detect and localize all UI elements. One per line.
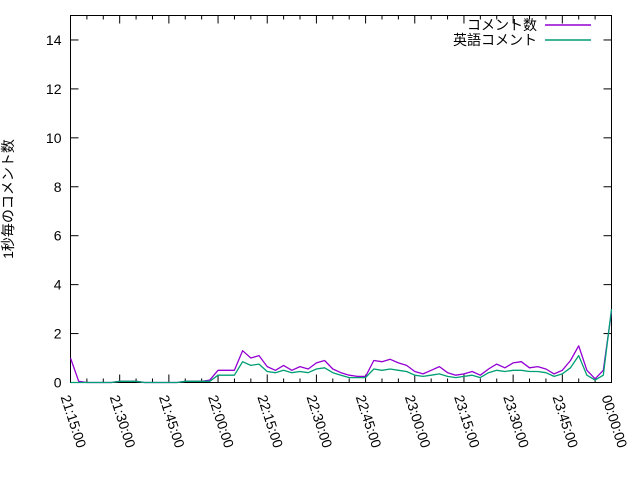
x-tick-label: 21:45:00 bbox=[156, 393, 188, 450]
x-tick-label: 23:45:00 bbox=[549, 393, 581, 450]
y-tick-label: 4 bbox=[54, 277, 62, 293]
x-tick-label: 21:15:00 bbox=[58, 393, 90, 450]
x-tick-label: 23:15:00 bbox=[451, 393, 483, 450]
x-tick-label: 22:45:00 bbox=[353, 393, 385, 450]
legend-label-english: 英語コメント bbox=[453, 32, 537, 48]
y-tick-label: 14 bbox=[46, 32, 62, 48]
x-tick-label: 22:15:00 bbox=[254, 393, 286, 450]
y-tick-label: 2 bbox=[54, 326, 62, 342]
legend-label-comments: コメント数 bbox=[467, 17, 537, 33]
plot-border bbox=[70, 15, 612, 383]
x-tick-label: 22:30:00 bbox=[304, 393, 336, 450]
x-tick-label: 21:30:00 bbox=[107, 393, 139, 450]
x-tick-label: 23:00:00 bbox=[402, 393, 434, 450]
x-tick-label: 22:00:00 bbox=[205, 393, 237, 450]
legend: コメント数 英語コメント bbox=[453, 17, 591, 48]
plot-area: 0 2 4 6 8 10 12 14 21:15:00 21:30:00 21:45:00 22:00… bbox=[46, 15, 631, 450]
y-tick-label: 0 bbox=[54, 375, 62, 391]
y-tick-label: 8 bbox=[54, 179, 62, 195]
x-tick-label: 00:00:00 bbox=[599, 393, 631, 450]
series-line-english-comments bbox=[70, 309, 613, 384]
y-tick-label: 10 bbox=[46, 130, 62, 146]
x-tick-label: 23:30:00 bbox=[500, 393, 532, 450]
y-tick-label: 12 bbox=[46, 81, 62, 97]
y-tick-label: 6 bbox=[54, 228, 62, 244]
y-axis-title: 1秒毎のコメント数 bbox=[0, 139, 16, 259]
